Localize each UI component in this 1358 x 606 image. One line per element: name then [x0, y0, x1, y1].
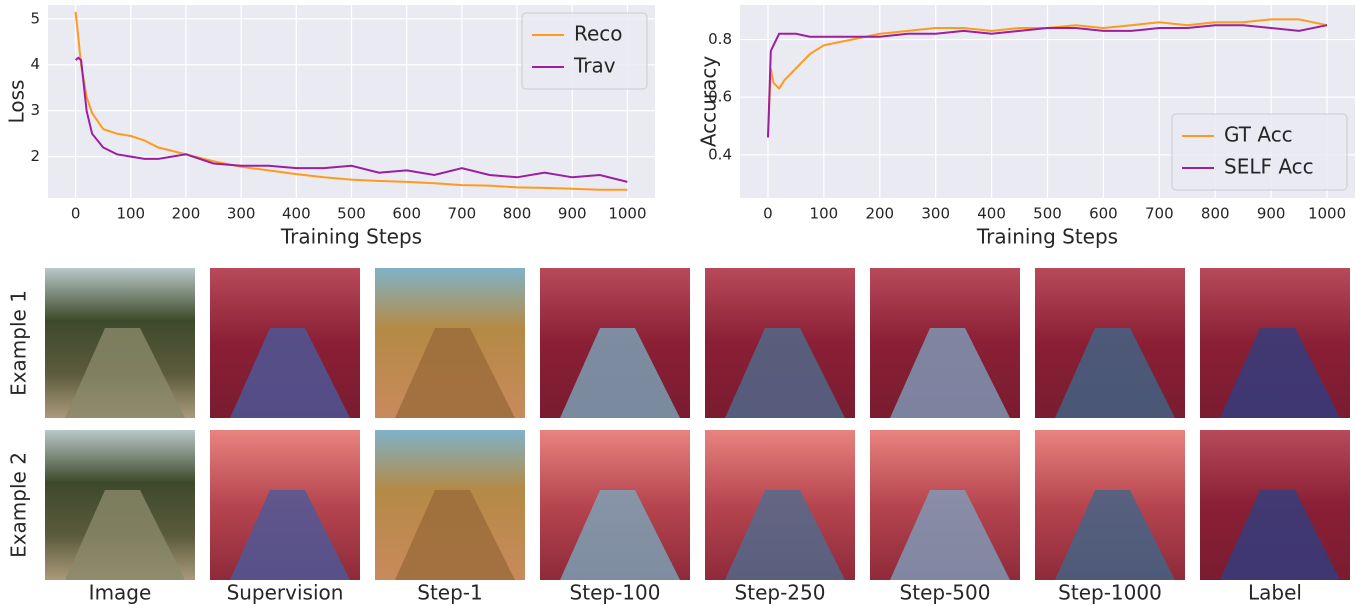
x-tick-label: 700 [1145, 205, 1174, 223]
column-label: Image [89, 581, 152, 605]
legend-label: SELF Acc [1224, 155, 1314, 179]
trail-region [1055, 490, 1175, 580]
trail-region [395, 328, 515, 418]
x-tick-label: 300 [227, 205, 256, 223]
x-tick-label: 200 [865, 205, 894, 223]
trail-region [230, 328, 350, 418]
x-tick-label: 800 [503, 205, 532, 223]
column-label: Step-250 [735, 581, 826, 605]
y-tick-label: 0.8 [708, 30, 732, 48]
column-label: Supervision [227, 581, 344, 605]
y-tick-label: 0.4 [708, 145, 732, 163]
x-tick-label: 100 [810, 205, 839, 223]
column-label: Label [1248, 581, 1302, 605]
column-label: Step-1 [417, 581, 482, 605]
row-label: Example 2 [7, 452, 31, 558]
x-tick-label: 900 [558, 205, 587, 223]
trail-region [65, 490, 185, 580]
x-tick-label: 100 [116, 205, 145, 223]
x-axis-label: Training Steps [280, 225, 422, 249]
x-tick-label: 0 [71, 205, 81, 223]
x-tick-label: 500 [337, 205, 366, 223]
x-tick-label: 900 [1257, 205, 1286, 223]
column-label: Step-500 [900, 581, 991, 605]
x-tick-label: 600 [1089, 205, 1118, 223]
x-tick-label: 600 [392, 205, 421, 223]
y-tick-label: 4 [30, 55, 40, 73]
legend-label: Reco [574, 22, 623, 46]
legend-box [521, 12, 648, 90]
y-tick-label: 2 [30, 147, 40, 165]
x-tick-label: 400 [977, 205, 1006, 223]
x-tick-label: 1000 [1308, 205, 1346, 223]
x-tick-label: 300 [921, 205, 950, 223]
data-line [74, 56, 628, 183]
x-tick-label: 500 [1033, 205, 1062, 223]
trail-region [890, 490, 1010, 580]
y-tick-label: 3 [30, 101, 40, 119]
x-tick-label: 700 [448, 205, 477, 223]
data-line [767, 24, 1328, 138]
legend-box [1171, 113, 1348, 191]
trail-region [560, 490, 680, 580]
x-tick-label: 800 [1201, 205, 1230, 223]
legend-label: Trav [573, 54, 616, 78]
y-axis-label: Loss [5, 80, 29, 124]
column-label: Step-1000 [1058, 581, 1162, 605]
x-tick-label: 400 [282, 205, 311, 223]
trail-region [725, 490, 845, 580]
y-tick-label: 0.6 [708, 88, 732, 106]
y-tick-label: 5 [30, 9, 40, 27]
x-tick-label: 200 [172, 205, 201, 223]
trail-region [560, 328, 680, 418]
trail-region [395, 490, 515, 580]
data-line [767, 18, 1328, 138]
y-axis-label: Accuracy [697, 56, 721, 147]
trail-region [725, 328, 845, 418]
trail-region [65, 328, 185, 418]
data-line [74, 11, 628, 191]
legend-label: GT Acc [1224, 123, 1293, 147]
x-tick-label: 1000 [608, 205, 646, 223]
trail-region [230, 490, 350, 580]
column-label: Step-100 [570, 581, 661, 605]
trail-region [1220, 490, 1340, 580]
x-tick-label: 0 [763, 205, 773, 223]
x-axis-label: Training Steps [976, 225, 1118, 249]
row-label: Example 1 [7, 290, 31, 396]
trail-region [1220, 328, 1340, 418]
trail-region [1055, 328, 1175, 418]
trail-region [890, 328, 1010, 418]
